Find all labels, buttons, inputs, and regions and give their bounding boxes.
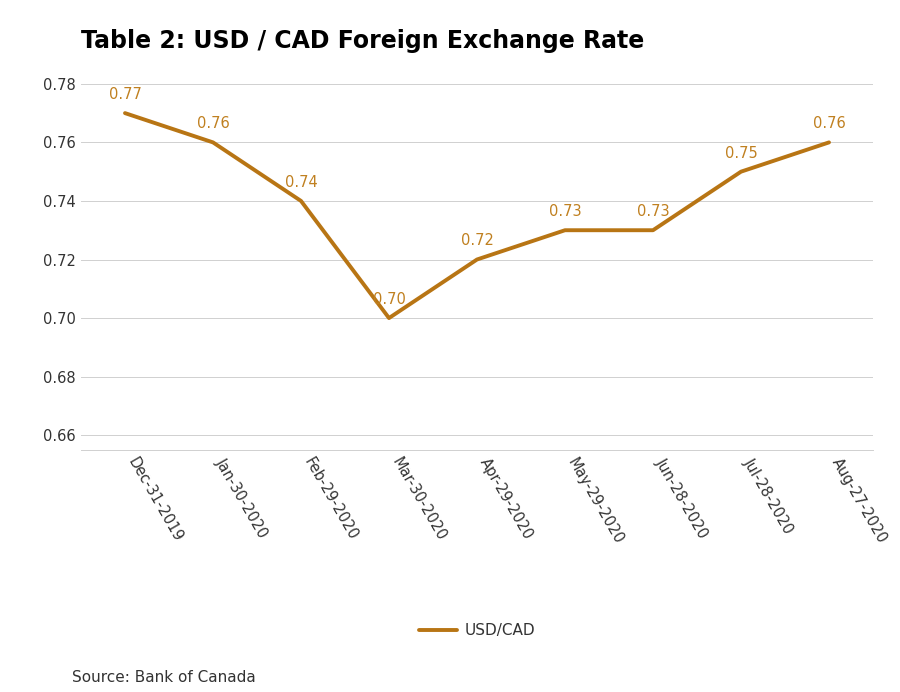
Text: Source: Bank of Canada: Source: Bank of Canada xyxy=(72,670,256,685)
USD/CAD xyxy=(648,226,659,235)
USD/CAD xyxy=(824,138,834,147)
USD/CAD xyxy=(735,167,746,176)
Text: 0.77: 0.77 xyxy=(109,87,141,102)
Text: 0.73: 0.73 xyxy=(549,204,581,219)
USD/CAD xyxy=(472,255,482,264)
USD/CAD xyxy=(295,197,306,205)
Text: 0.73: 0.73 xyxy=(636,204,670,219)
Text: 0.75: 0.75 xyxy=(724,145,758,161)
Text: 0.74: 0.74 xyxy=(284,175,318,190)
Text: Table 2: USD / CAD Foreign Exchange Rate: Table 2: USD / CAD Foreign Exchange Rate xyxy=(81,29,644,53)
Text: 0.76: 0.76 xyxy=(813,116,845,131)
Text: 0.70: 0.70 xyxy=(373,292,405,307)
Text: 0.76: 0.76 xyxy=(196,116,230,131)
USD/CAD xyxy=(560,226,571,235)
Text: 0.72: 0.72 xyxy=(461,233,493,248)
USD/CAD xyxy=(383,314,394,322)
USD/CAD xyxy=(120,109,130,117)
Legend: USD/CAD: USD/CAD xyxy=(413,617,541,644)
Line: USD/CAD: USD/CAD xyxy=(125,113,829,318)
USD/CAD xyxy=(208,138,219,147)
